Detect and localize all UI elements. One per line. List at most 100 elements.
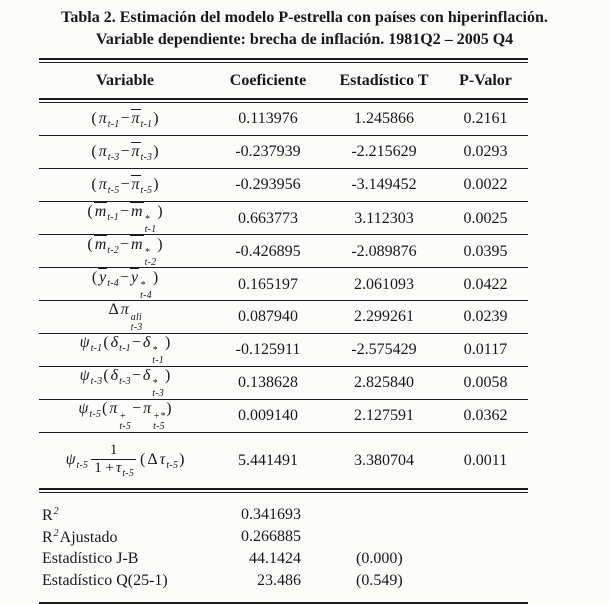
math-base: ( [140,451,146,469]
math-token: ) [152,176,159,193]
math-subscript: t-5 [122,467,135,479]
coeficiente-cell: 0.138628 [238,374,298,391]
math-token: ( [90,176,97,193]
stat-value: 0.341693 [241,506,301,523]
math-base: π [143,400,152,417]
table-title: Tabla 2. Estimación del modelo P-estrell… [0,0,609,51]
variable-cell: (mt-1 − m * t-1) [39,202,211,235]
math-base: R [42,528,53,546]
math-base: ) [165,334,171,351]
math-subscript: t-4 [107,278,119,289]
p-valor-cell: 0.0362 [463,407,508,424]
math-scripts: * t-2 [145,248,157,268]
math-subscript: t-1 [140,118,153,130]
math-token: τt-5 [115,460,135,479]
stat-row: Estadístico J-B 44.1424 (0.000) [41,548,528,570]
math-superscript: 2 [53,505,59,517]
table-row: (πt-5 − πt-5) -0.293956 -3.149452 0.0022 [39,169,528,202]
coeficiente-cell: -0.426895 [235,242,301,260]
p-valor-cell: 0.0011 [463,451,508,469]
variable-cell: (mt-2 − m * t-2) [39,235,211,268]
estadistico-t-cell: 3.112303 [354,209,414,227]
math-subscript: t-1 [107,212,119,223]
math-token: πt-3 [130,141,153,163]
math-base: y [98,268,108,286]
math-token: ( [91,269,98,286]
estadistico-t-cell: 2.825840 [354,374,414,391]
math-token: Ajustado [59,529,119,546]
math-subscript: t-1 [107,118,120,130]
math-superscript: +* [153,411,166,422]
math-token: − [119,143,130,160]
estadistico-t-cell: 2.127591 [354,407,414,424]
math-superscript: * [152,378,158,389]
math-base: ( [103,334,109,351]
math-token: − [119,236,130,253]
stat-row: Estadístico Q(25-1) 23.486 (0.549) [41,570,528,592]
coeficiente-cell: 0.087940 [238,308,298,325]
math-scripts: + t-5 [119,412,131,432]
variable-cell: (yt-4 − y * t-4) [39,268,211,301]
math-subscript: t-1 [152,355,164,366]
math-scripts: * t-4 [140,281,152,301]
math-superscript: * [144,214,150,225]
math-base: 1 [109,441,118,458]
fraction-denominator: 1 + τt-5 [91,458,137,480]
coeficiente-cell: -0.125911 [235,341,301,358]
table-row: (mt-1 − m * t-1) 0.663773 3.112303 0.0025 [39,202,528,235]
math-subscript: t-3 [130,322,143,333]
math-token: δ * t-3 [142,367,164,398]
table-title-line1: Tabla 2. Estimación del modelo P-estrell… [61,9,548,26]
math-token: ) [152,110,159,127]
stat-label: Estadístico J-B [41,550,219,568]
coeficiente-cell: 0.009140 [238,407,298,424]
math-base: ) [153,175,159,193]
math-token: ( [102,367,109,384]
math-token: 1 [109,442,119,458]
estadistico-t-cell: -2.215629 [351,143,417,160]
math-base: Estadístico Q(25-1) [42,572,168,589]
header-estadistico-t: Estadístico T [339,71,429,89]
math-token: m * t-2 [130,235,156,268]
math-token: mt-2 [93,235,119,256]
math-token: − [131,400,142,417]
estadistico-t-cell: -2.575429 [351,341,417,358]
math-base: δ [110,367,119,384]
math-token: πt-3 [98,143,120,163]
p-valor-cell: 0.2161 [463,110,508,127]
stat-row: R2 0.341693 [41,504,528,526]
stat-label: R2 Ajustado [41,528,219,547]
math-token: Δ [107,301,119,318]
coeficiente-cell: 5.441491 [238,451,298,469]
math-base: π [109,400,118,417]
math-token: δ * t-1 [142,334,164,365]
header-variable: Variable [95,71,155,89]
math-token: − [119,110,130,127]
math-subscript: t-1 [90,343,103,354]
table-row: ψt-5(π + t-5 − π +* t-5) 0.009140 2.127591 0.03… [39,400,528,433]
math-base: δ [110,334,119,351]
variable-cell: (πt-3 − πt-3) [39,141,211,163]
math-token: R2 [41,505,59,524]
math-token: ( [102,334,109,351]
math-scripts: * t-3 [152,379,164,399]
estadistico-t-cell: 3.380704 [354,451,414,469]
math-token: − [119,269,130,286]
math-token: − [119,203,130,220]
math-base: π [98,109,107,127]
math-token: − [119,176,130,193]
math-scripts: +* t-5 [153,412,165,432]
math-base: − [131,334,141,351]
math-token: ( [86,203,93,220]
stat-pvalue: (0.549) [356,572,403,589]
estadistico-t-cell: 2.061093 [354,275,414,293]
math-subscript: t-3 [90,376,103,387]
math-superscript: 2 [53,527,59,539]
math-base: Δ [108,301,119,318]
math-superscript: * [140,280,146,291]
math-subscript: t-3 [119,376,131,387]
math-base: − [132,400,142,417]
